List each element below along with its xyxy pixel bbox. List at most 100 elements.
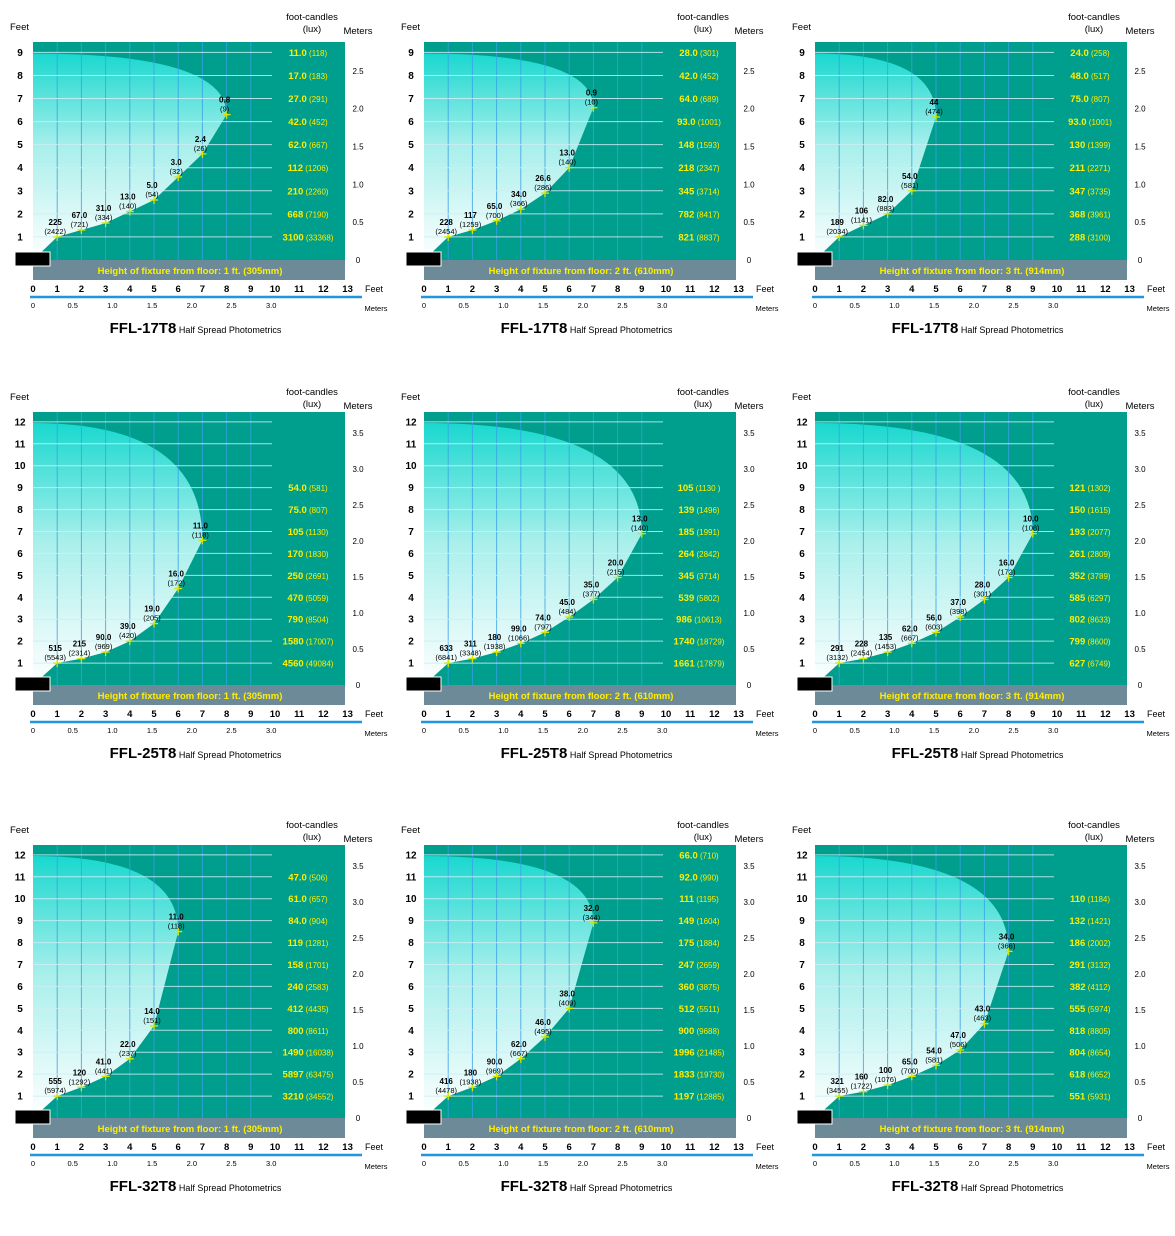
level-lux: (4435) [303,1005,329,1014]
data-label-foot-candles: 32.0 [584,904,600,913]
x-tick-feet: 2 [79,709,84,720]
x-tick-meters: 2.0 [578,301,588,310]
legend-lux: (lux) [1085,24,1103,35]
x-tick-feet: 6 [958,284,963,295]
x-tick-feet: 0 [812,1142,817,1153]
y-tick-feet: 7 [17,94,23,105]
y-tick-feet: 2 [799,637,805,648]
y-tick-meters: 0 [1138,681,1143,690]
data-label-lux: (5974) [44,1086,66,1095]
y-tick-feet: 8 [17,71,23,82]
level-foot-candles: 585 [1069,593,1086,604]
x-tick-meters: 3.0 [266,726,276,735]
y-tick-feet: 9 [408,48,414,59]
x-tick-feet: 8 [224,284,229,295]
illuminance-level-label: 84.0 (904) [288,916,328,927]
legend-foot-candles: foot-candles [1068,12,1120,23]
legend-foot-candles: foot-candles [286,820,338,831]
level-lux: (5974) [1085,1005,1111,1014]
x-tick-feet: 6 [958,709,963,720]
data-label-foot-candles: 100 [879,1066,893,1075]
x-tick-meters: 0.5 [67,1159,77,1168]
y-axis-unit-feet: Feet [401,392,420,403]
y-tick-feet: 1 [799,659,805,670]
x-tick-feet: 11 [685,1142,696,1153]
data-label-lux: (26) [194,144,208,153]
data-label-foot-candles: 46.0 [535,1018,551,1027]
y-tick-meters: 1.0 [743,180,755,189]
data-label-lux: (581) [925,1055,943,1064]
illuminance-level-label: 1580 (17007) [283,637,334,648]
level-lux: (5802) [694,594,720,603]
data-label-foot-candles: 416 [440,1077,454,1086]
data-label-lux: (1076) [875,1075,897,1084]
data-label-foot-candles: 13.0 [559,149,575,158]
data-label-lux: (667) [510,1049,528,1058]
x-axis-unit-meters: Meters [365,729,388,738]
level-foot-candles: 551 [1069,1092,1086,1103]
level-lux: (16038) [304,1049,334,1058]
legend-foot-candles: foot-candles [286,387,338,398]
illuminance-level-label: 551 (5931) [1069,1092,1111,1103]
chart-title: FFL-32T8 Half Spread Photometrics [782,1178,1173,1196]
y-tick-feet: 7 [799,94,805,105]
fixture-block [796,676,833,692]
x-tick-feet: 10 [1052,284,1063,295]
illuminance-level-label: 132 (1421) [1069,916,1111,927]
level-lux: (1001) [1087,118,1113,127]
data-label-foot-candles: 14.0 [144,1007,160,1016]
level-lux: (3100) [1085,233,1111,242]
illuminance-level-label: 347 (3735) [1069,186,1111,197]
illuminance-level-label: 900 (9688) [678,1026,720,1037]
y-tick-feet: 8 [799,505,805,516]
x-tick-feet: 2 [470,709,475,720]
level-foot-candles: 3100 [283,232,304,243]
x-tick-meters: 0.5 [849,726,859,735]
y-tick-feet: 10 [405,894,417,905]
illuminance-level-label: 800 (8611) [288,1026,329,1037]
y-tick-feet: 6 [799,117,805,128]
data-label-foot-candles: 13.0 [632,515,648,524]
level-foot-candles: 218 [678,163,694,174]
data-label-lux: (2314) [69,649,91,658]
level-foot-candles: 802 [1069,615,1085,626]
data-label-foot-candles: 37.0 [950,598,966,607]
y-tick-feet: 5 [17,571,23,582]
x-tick-meters: 2.0 [969,1159,979,1168]
x-tick-meters: 0.5 [458,726,468,735]
x-tick-feet: 4 [909,709,915,720]
data-label-lux: (334) [95,213,113,222]
level-foot-candles: 261 [1069,549,1086,560]
x-tick-feet: 5 [933,284,939,295]
data-label-foot-candles: 0.9 [586,89,598,98]
level-lux: (506) [307,873,328,882]
x-tick-feet: 7 [200,709,205,720]
level-foot-candles: 4560 [283,659,304,670]
chart-panel: Feet foot-candles (lux) Meters 1 2 3 4 5 6 7 8 9 10 11… [391,375,782,775]
y-tick-feet: 5 [408,140,414,151]
x-tick-meters: 2.0 [187,1159,197,1168]
level-lux: (49084) [304,660,334,669]
data-label-foot-candles: 135 [879,633,893,642]
fixture-block [14,1109,51,1125]
x-tick-feet: 1 [837,1142,843,1153]
y-tick-meters: 1.5 [1134,142,1146,151]
chart-panel: Feet foot-candles (lux) Meters 1 2 3 4 5 6 7 8 9 0 0.5… [782,0,1173,400]
level-foot-candles: 345 [678,186,695,197]
chart-title: FFL-32T8 Half Spread Photometrics [391,1178,782,1196]
y-tick-meters: 2.0 [352,105,364,114]
data-label-lux: (420) [119,631,137,640]
chart-title: FFL-17T8 Half Spread Photometrics [0,320,391,338]
data-label-lux: (1292) [69,1077,91,1086]
right-axis-unit-meters: Meters [343,834,372,845]
x-tick-feet: 0 [421,284,426,295]
illuminance-level-label: 28.0 (301) [679,48,719,59]
y-tick-meters: 0.5 [352,1078,364,1087]
illuminance-level-label: 158 (1701) [287,960,329,971]
y-tick-meters: 3.5 [1134,862,1146,871]
x-tick-feet: 3 [494,1142,499,1153]
x-tick-meters: 1.5 [147,1159,157,1168]
fixture-block [405,676,442,692]
x-tick-feet: 10 [270,709,281,720]
x-tick-feet: 1 [837,284,843,295]
